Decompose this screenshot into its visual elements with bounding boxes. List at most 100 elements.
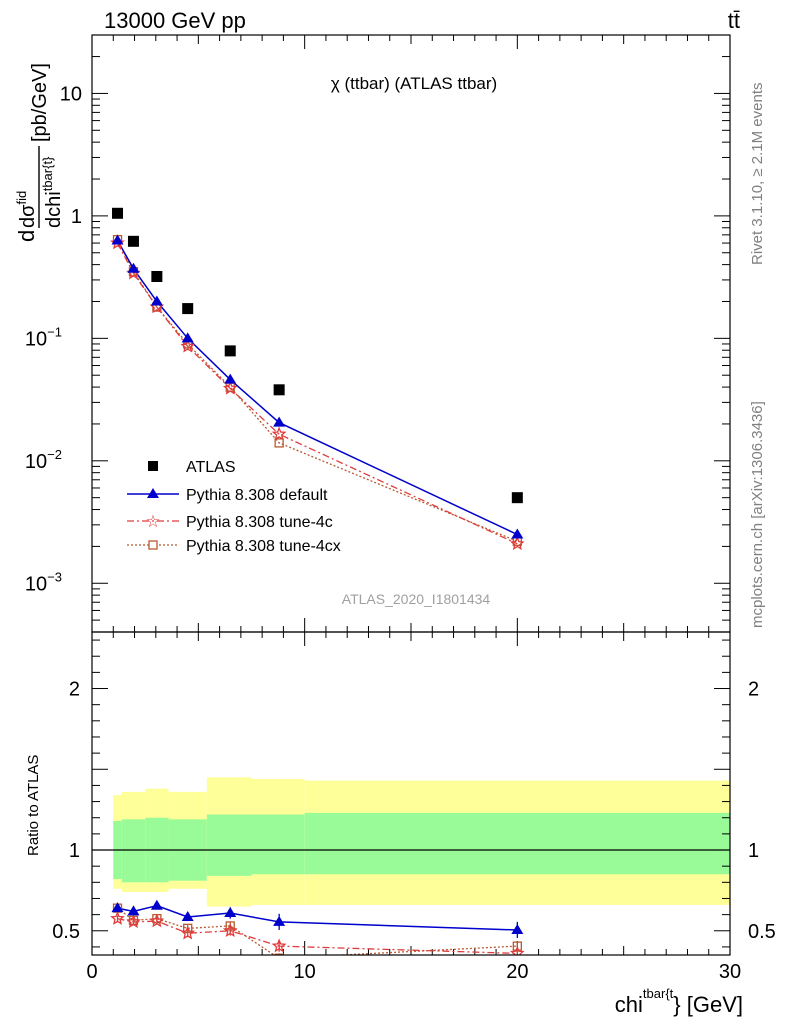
ratio-default-point xyxy=(127,905,140,916)
main-y-tick-label-exp: −2 xyxy=(47,447,62,462)
ratio-tune4c-point xyxy=(271,938,287,953)
ratio-tune4c-point xyxy=(180,925,196,940)
legend-tune4c-label: Pythia 8.308 tune-4c xyxy=(186,514,333,531)
main-y-axis-label: d dσfid dchitbar{t} [pb/GeV] xyxy=(14,63,65,242)
y-label-unit: [pb/GeV] xyxy=(29,63,51,142)
ratio-tune4cx-point xyxy=(183,923,193,934)
main-y-tick-label-exp: −1 xyxy=(47,324,62,339)
ratio-default-point xyxy=(111,902,124,913)
tune4c-point xyxy=(271,426,287,441)
ratio-tune4cx-point xyxy=(225,921,235,931)
ratio-tune4c-point xyxy=(222,923,238,937)
ratio-tune4c-point xyxy=(149,913,165,928)
ratio-tune4c-point xyxy=(509,945,525,955)
tune4c-point xyxy=(509,536,525,551)
ratio-tune4cx-point xyxy=(274,953,284,955)
x-tick-label: 30 xyxy=(719,961,741,983)
ratio-tune4cx-point xyxy=(512,941,522,951)
y-label-d: d xyxy=(14,230,39,242)
rivet-version-label: Rivet 3.1.10, ≥ 2.1M events xyxy=(749,83,766,266)
atlas-point xyxy=(112,207,124,219)
atlas-point xyxy=(182,303,194,315)
main-y-tick-label: 10 xyxy=(60,83,82,105)
ratio-tick-labels: 0.5 0.51 12 20 10 20 30 xyxy=(52,679,776,983)
main-y-tick-label-base: 10 xyxy=(25,328,47,350)
tune4c-point xyxy=(110,235,125,250)
legend-atlas-label: ATLAS xyxy=(186,459,236,476)
main-y-tick-label: 10−1 xyxy=(25,324,62,350)
x-tick-label: 0 xyxy=(86,961,97,983)
ratio-y-tick-label-right: 2 xyxy=(748,679,759,701)
atlas-point xyxy=(151,270,163,282)
legend-entry-tune4c: ☆ Pythia 8.308 tune-4c xyxy=(127,512,333,531)
tune4cx-point xyxy=(274,438,284,448)
ratio-y-tick-label: 0.5 xyxy=(52,921,80,943)
atlas-point xyxy=(273,384,285,396)
legend-entry-atlas: ATLAS xyxy=(148,459,236,476)
ratio-panel: 0.5 0.51 12 20 10 20 30 Ratio to ATLAS chitbar… xyxy=(25,631,776,1017)
ratio-inner-band xyxy=(206,814,252,876)
ratio-y-axis-label: Ratio to ATLAS xyxy=(25,755,42,856)
legend-default-marker xyxy=(147,488,159,498)
main-y-tick-label: 10−2 xyxy=(25,447,62,473)
main-y-tick-label: 1 xyxy=(71,206,82,228)
default-point xyxy=(273,416,286,427)
mcplots-label: mcplots.cern.ch [arXiv:1306.3436] xyxy=(749,401,766,628)
ratio-y-tick-label: 2 xyxy=(69,679,80,701)
default-point xyxy=(127,262,140,273)
legend-entry-default: Pythia 8.308 default xyxy=(127,487,328,504)
ratio-default-point xyxy=(224,907,237,918)
main-data-marks xyxy=(110,207,525,551)
atlas-point xyxy=(224,345,236,357)
main-y-tick-label-base: 10 xyxy=(25,573,47,595)
ratio-default-point xyxy=(181,911,194,922)
y-label-den-text: dchi xyxy=(43,191,65,228)
legend-tune4cx-label: Pythia 8.308 tune-4cx xyxy=(186,538,341,555)
ratio-y-tick-label-right: 0.5 xyxy=(748,921,776,943)
x-tick-label: 20 xyxy=(506,961,528,983)
legend-tune4cx-marker xyxy=(148,540,158,550)
ratio-y-tick-label: 1 xyxy=(69,840,80,862)
ratio-uncertainty-bands xyxy=(92,777,730,907)
tune4c-point xyxy=(222,380,238,395)
process-label: tt̄ xyxy=(728,8,740,33)
ratio-inner-band xyxy=(304,812,730,875)
ratio-frame xyxy=(91,631,731,956)
ratio-tune4c-point xyxy=(110,911,125,925)
legend-default-label: Pythia 8.308 default xyxy=(186,487,328,504)
ratio-inner-band xyxy=(121,819,146,883)
legend-atlas-marker xyxy=(148,461,158,471)
default-point xyxy=(224,373,237,384)
ratio-default-point xyxy=(150,899,163,910)
x-label-tail: } [GeV] xyxy=(673,992,743,1017)
legend-tune4c-marker: ☆ xyxy=(145,512,160,531)
ratio-y-tick-label-right: 1 xyxy=(748,840,759,862)
default-point xyxy=(150,295,163,306)
default-point xyxy=(511,528,524,539)
atlas-point xyxy=(127,235,139,247)
y-label-den-sup: tbar{t} xyxy=(40,156,55,191)
ratio-data-marks xyxy=(110,899,525,955)
legend-entry-tune4cx: Pythia 8.308 tune-4cx xyxy=(127,538,341,555)
ratio-inner-band xyxy=(251,814,305,875)
x-axis-label: chitbar{t} [GeV] xyxy=(615,986,743,1017)
ratio-tune4c-point xyxy=(126,914,141,929)
tune4cx-line xyxy=(116,239,518,542)
default-point xyxy=(181,332,194,343)
atlas-point xyxy=(511,492,523,504)
y-label-num-text: dσ xyxy=(17,204,39,228)
x-tick-label: 10 xyxy=(294,961,316,983)
main-y-tick-label-base: 10 xyxy=(25,451,47,473)
energy-label: 13000 GeV pp xyxy=(104,8,246,33)
y-label-num-sup: fid xyxy=(14,191,29,205)
legend: ATLAS Pythia 8.308 default ☆ Pythia 8.30… xyxy=(127,459,341,555)
ratio-default-line xyxy=(117,904,518,931)
main-y-tick-label-exp: −3 xyxy=(47,569,62,584)
ratio-default-point xyxy=(273,915,286,926)
y-label-denominator: dchitbar{t} xyxy=(40,156,65,228)
ratio-default-point xyxy=(511,923,524,934)
main-chart-title: χ (ttbar) (ATLAS ttbar) xyxy=(331,74,497,93)
tune4c-line xyxy=(116,242,518,545)
